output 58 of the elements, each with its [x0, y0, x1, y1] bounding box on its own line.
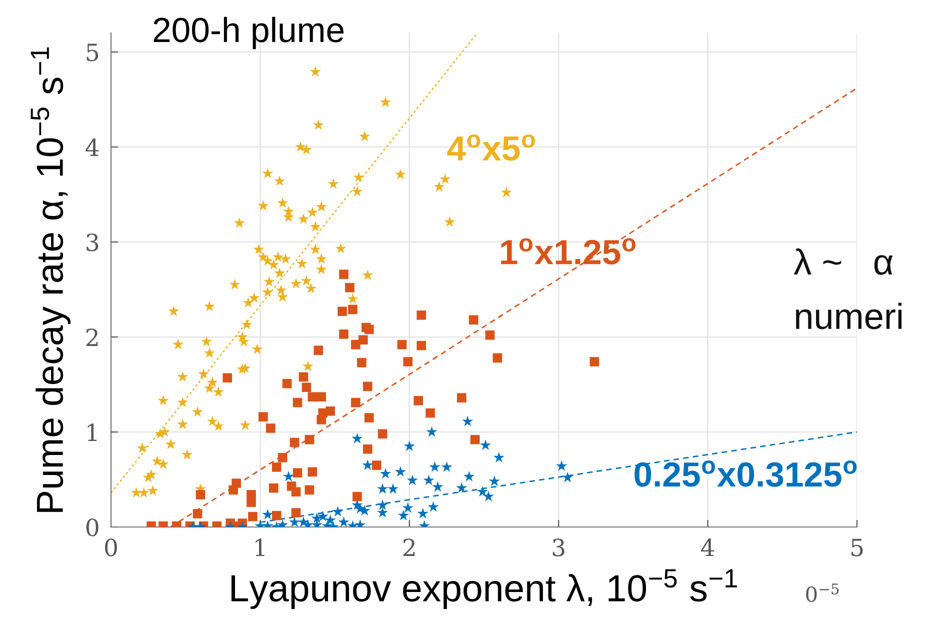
point — [480, 439, 492, 450]
x-tick-label: 4 — [701, 538, 714, 556]
point — [462, 416, 474, 426]
point — [387, 483, 399, 494]
annotation: numeri — [796, 302, 902, 330]
point — [493, 452, 504, 462]
series-label: 4$^{o}$x5$^{o}$ — [447, 134, 535, 161]
point — [398, 510, 409, 520]
x-tick-label: 5 — [851, 538, 863, 556]
series-label: 1$^{o}$x1.25$^{o}$ — [501, 238, 636, 264]
x-tick-label: 2 — [403, 538, 415, 556]
point — [283, 470, 294, 482]
point — [311, 512, 322, 524]
y-tick-label: 4 — [86, 138, 99, 156]
point — [426, 426, 438, 437]
point — [324, 514, 336, 526]
y-tick-label: 1 — [88, 423, 97, 441]
x-tick-label: 0 — [105, 538, 117, 556]
point — [332, 506, 344, 516]
point — [402, 502, 414, 513]
point — [380, 468, 392, 478]
point — [362, 459, 374, 470]
point — [429, 461, 440, 472]
text: 0$^{−5}$ — [806, 584, 839, 602]
point — [464, 470, 475, 482]
point — [404, 440, 415, 451]
point — [338, 516, 350, 527]
point — [288, 516, 300, 527]
point — [262, 508, 274, 520]
point — [456, 482, 468, 493]
point — [482, 490, 494, 502]
point — [317, 510, 328, 522]
chart-title: 200-h plume — [154, 16, 344, 50]
y-tick-label: 2 — [86, 328, 98, 346]
point — [556, 460, 568, 471]
annotation: λ ~ α — [794, 248, 893, 275]
point — [394, 466, 406, 477]
point — [428, 501, 439, 512]
x-tick-label: 3 — [552, 538, 564, 556]
point — [406, 474, 418, 486]
point — [423, 474, 434, 486]
x-tick-label: 1 — [256, 538, 264, 556]
series-label: 0.25$^{o}$x0.3125$^{o}$ — [634, 460, 857, 487]
y-tick-label: 3 — [86, 233, 98, 252]
point — [432, 481, 444, 492]
point — [476, 486, 488, 497]
point — [352, 432, 363, 444]
point — [417, 508, 428, 518]
point — [441, 461, 452, 472]
point — [377, 506, 388, 518]
y-tick-label: 5 — [86, 44, 98, 62]
y-tick-label: 0 — [86, 518, 98, 536]
x-axis-title: Lyapunov exponent λ, 10$^{−5}$ s$^{−1}$ — [232, 569, 737, 610]
point — [562, 472, 574, 482]
point — [377, 483, 388, 494]
point — [377, 499, 388, 510]
y-axis-title: Pume decay rate α, 10$^{−5}$ s$^{−1}$ — [30, 47, 71, 512]
point — [488, 476, 500, 486]
